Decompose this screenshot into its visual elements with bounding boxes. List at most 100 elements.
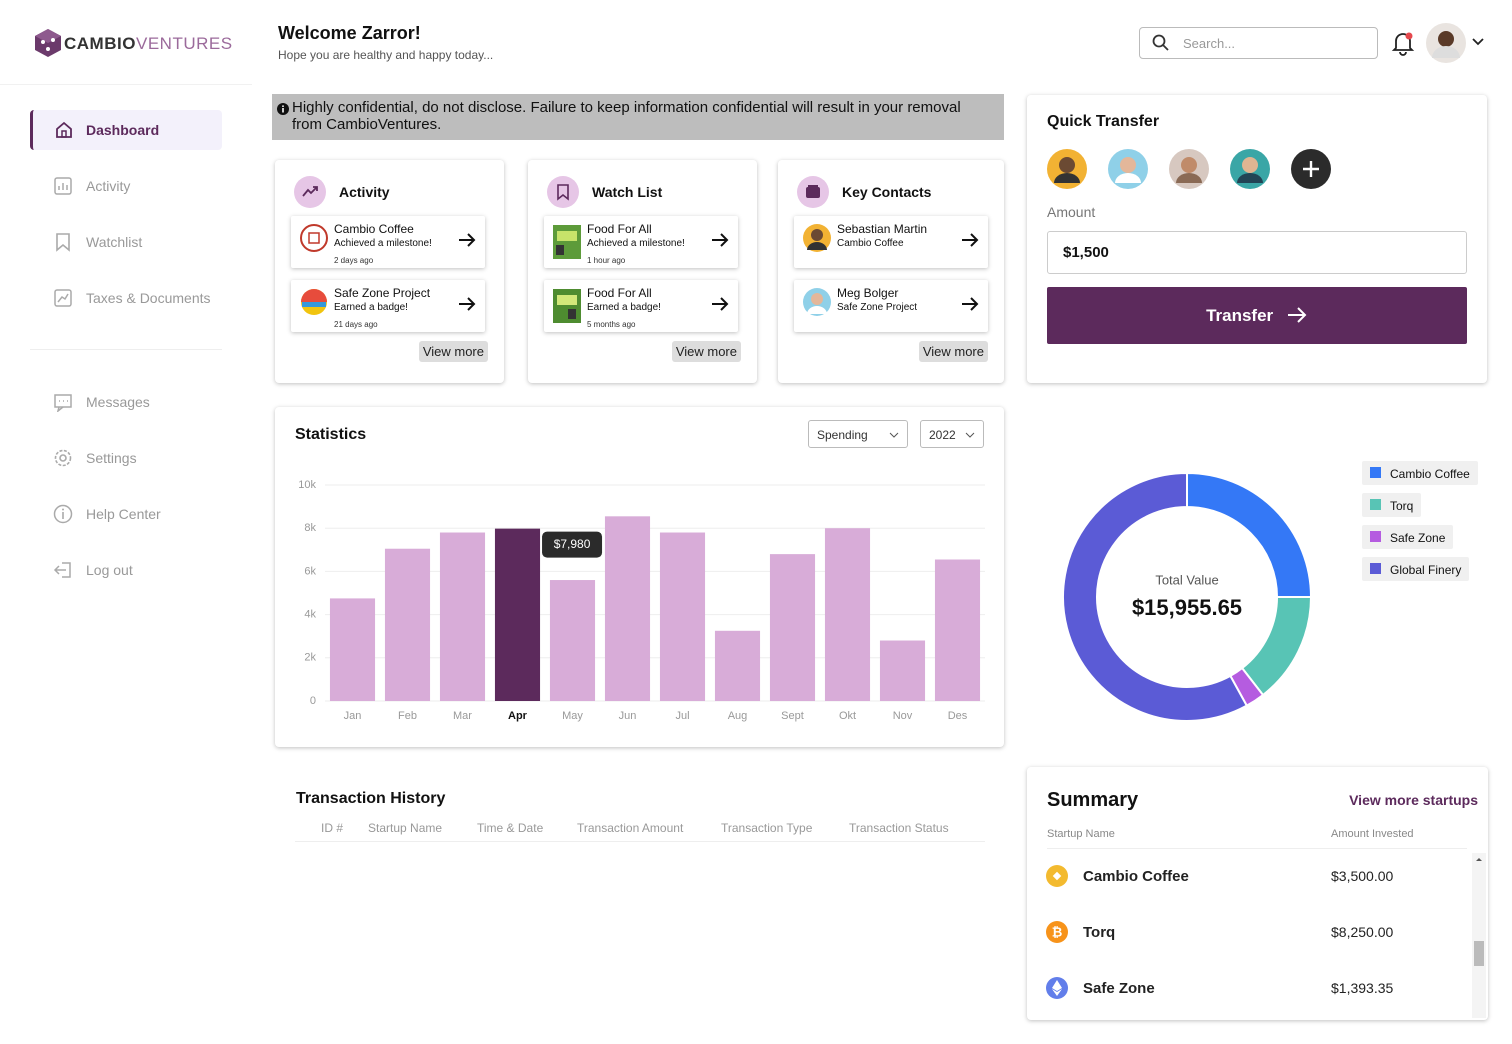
x-tick-label: Apr bbox=[508, 710, 528, 722]
item-title: Food For All bbox=[587, 222, 652, 236]
statistics-title: Statistics bbox=[295, 426, 367, 443]
x-tick-label: Feb bbox=[398, 710, 417, 722]
item-thumbnail bbox=[301, 289, 327, 315]
summary-divider bbox=[1047, 848, 1467, 849]
legend-swatch bbox=[1370, 563, 1381, 574]
bar bbox=[879, 640, 926, 701]
contact-avatar[interactable] bbox=[1169, 149, 1209, 189]
legend-item[interactable]: Global Finery bbox=[1362, 557, 1470, 581]
bar bbox=[659, 532, 706, 701]
transaction-column: Startup Name bbox=[368, 821, 443, 835]
sidebar: CAMBIO VENTURES Dashboard Activity Watchli… bbox=[0, 0, 252, 1044]
nav-item[interactable]: Log out bbox=[30, 550, 222, 590]
item-subtitle: Cambio Coffee bbox=[837, 238, 904, 249]
arrow-icon bbox=[712, 297, 729, 311]
x-tick-label: May bbox=[562, 710, 583, 722]
item-subtitle: Achieved a milestone! bbox=[587, 238, 685, 249]
view-more-button[interactable]: View more bbox=[418, 341, 488, 362]
scroll-up bbox=[1476, 858, 1482, 861]
item-subtitle: Earned a badge! bbox=[334, 302, 408, 313]
transaction-history: Transaction History ID # Startup Name Time… bbox=[275, 770, 1004, 1020]
x-tick-label: Mar bbox=[453, 710, 472, 722]
contact-avatar[interactable] bbox=[1047, 149, 1087, 189]
bar bbox=[769, 554, 816, 701]
nav-item[interactable]: Watchlist bbox=[30, 222, 222, 262]
amount-input[interactable]: $1,500 bbox=[1047, 231, 1467, 274]
card-item[interactable]: Safe Zone Project Earned a badge! 21 days … bbox=[291, 280, 485, 332]
legend-item[interactable]: Torq bbox=[1362, 493, 1422, 517]
search-box[interactable]: Search... bbox=[1139, 27, 1378, 59]
notification-bell[interactable] bbox=[1391, 30, 1415, 56]
bar bbox=[549, 580, 596, 701]
transfer-button-label: Transfer bbox=[1206, 306, 1274, 325]
nav-item[interactable]: Taxes & Documents bbox=[30, 278, 222, 318]
item-thumbnail bbox=[553, 225, 581, 259]
item-time: 5 months ago bbox=[587, 320, 636, 329]
card-item[interactable]: Sebastian Martin Cambio Coffee bbox=[794, 216, 988, 268]
add-contact[interactable] bbox=[1291, 149, 1331, 189]
legend-swatch bbox=[1370, 467, 1381, 478]
info-card: Activity Cambio Coffee Achieved a mileston… bbox=[275, 160, 504, 383]
transaction-column: Transaction Type bbox=[721, 821, 813, 835]
view-more-button[interactable]: View more bbox=[671, 341, 741, 362]
brand-primary: CAMBIO bbox=[64, 34, 136, 53]
quick-transfer-title: Quick Transfer bbox=[1047, 113, 1160, 130]
item-subtitle: Achieved a milestone! bbox=[334, 238, 432, 249]
nav-label: Activity bbox=[86, 178, 131, 194]
card-item[interactable]: Meg Bolger Safe Zone Project bbox=[794, 280, 988, 332]
y-tick-label: 2k bbox=[304, 652, 316, 664]
x-tick-label: Nov bbox=[893, 710, 913, 722]
card-item[interactable]: Cambio Coffee Achieved a milestone! 2 days… bbox=[291, 216, 485, 268]
x-tick-label: Des bbox=[948, 710, 968, 722]
legend-label: Global Finery bbox=[1390, 563, 1462, 577]
bar bbox=[329, 598, 376, 701]
item-thumbnail bbox=[803, 288, 831, 316]
legend-label: Safe Zone bbox=[1390, 531, 1446, 545]
transfer-button[interactable]: Transfer bbox=[1047, 287, 1467, 344]
transaction-column: Transaction Amount bbox=[577, 821, 684, 835]
nav-item[interactable]: Settings bbox=[30, 438, 222, 478]
nav-icon bbox=[53, 504, 73, 524]
nav-item[interactable]: Help Center bbox=[30, 494, 222, 534]
view-more-button[interactable]: View more bbox=[918, 341, 988, 362]
y-tick-label: 4k bbox=[304, 609, 316, 621]
summary-link[interactable]: View more startups bbox=[1349, 792, 1478, 808]
card-icon bbox=[547, 176, 579, 208]
contact-avatar[interactable] bbox=[1108, 149, 1148, 189]
y-tick-label: 8k bbox=[304, 522, 316, 534]
year-label: 2022 bbox=[929, 428, 956, 442]
scroll-thumb bbox=[1474, 941, 1484, 966]
contact-avatar[interactable] bbox=[1230, 149, 1270, 189]
item-time: 1 hour ago bbox=[587, 256, 626, 265]
quick-transfer-card: Quick Transfer Amount $1,500 Transfer bbox=[1027, 95, 1487, 383]
nav-item[interactable]: Messages bbox=[30, 382, 222, 422]
logo-icon bbox=[35, 29, 61, 57]
item-thumbnail bbox=[553, 289, 581, 323]
chevron bbox=[889, 432, 899, 438]
search-icon bbox=[1152, 34, 1169, 51]
amount-value: $1,500 bbox=[1063, 244, 1109, 261]
item-thumbnail bbox=[300, 224, 328, 252]
nav-item[interactable]: Dashboard bbox=[30, 110, 222, 150]
card-item[interactable]: Food For All Achieved a milestone! 1 hour … bbox=[544, 216, 738, 268]
legend-item[interactable]: Safe Zone bbox=[1362, 525, 1454, 549]
legend-item[interactable]: Cambio Coffee bbox=[1362, 461, 1478, 485]
profile-menu[interactable] bbox=[1426, 22, 1490, 64]
filter-select[interactable]: Spending bbox=[808, 420, 908, 448]
summary-amount: $3,500.00 bbox=[1331, 868, 1394, 884]
nav-label: Dashboard bbox=[86, 122, 160, 138]
x-tick-label: Okt bbox=[839, 710, 856, 722]
card-item[interactable]: Food For All Earned a badge! 5 months ago bbox=[544, 280, 738, 332]
header-subtitle: Hope you are healthy and happy today... bbox=[278, 48, 494, 62]
donut-center-label: Total Value bbox=[1155, 572, 1218, 587]
legend: Cambio Coffee Torq Safe Zone Global Finery bbox=[1362, 461, 1492, 591]
arrow-icon bbox=[712, 233, 729, 247]
scrollbar[interactable] bbox=[1472, 853, 1486, 1018]
legend-swatch bbox=[1370, 531, 1381, 542]
confidential-notice: Highly confidential, do not disclose. Fa… bbox=[272, 94, 1004, 140]
item-thumbnail bbox=[803, 224, 831, 252]
nav-item[interactable]: Activity bbox=[30, 166, 222, 206]
arrow-icon bbox=[459, 233, 476, 247]
bar bbox=[384, 548, 431, 701]
year-select[interactable]: 2022 bbox=[920, 420, 984, 448]
